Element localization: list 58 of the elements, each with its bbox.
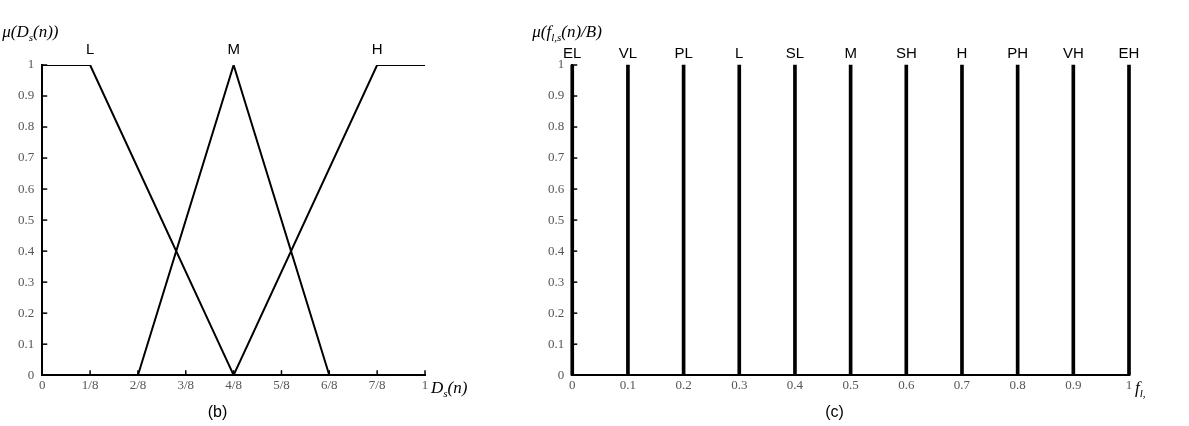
x-tick-label: 5/8 [273,377,290,393]
annotation: VL [618,43,638,61]
annotation: EL [563,43,582,61]
y-tick-label: 0.1 [18,335,35,351]
x-tick-label: 0.5 [842,377,859,393]
text: (c) [825,402,844,420]
y-tick-label: 0.3 [548,273,565,289]
y-tick-label: 0.1 [548,335,565,351]
annotation: H [956,43,968,61]
y-tick-label: 0 [27,366,35,382]
annotation: PL [674,43,693,61]
y-tick-label: 1 [27,56,35,72]
x-tick-label: 6/8 [321,377,338,393]
y-tick-label: 0.4 [18,242,35,258]
annotation: PH [1007,43,1029,61]
x-tick-label: 0.3 [731,377,748,393]
annotation: SL [785,43,805,61]
y-tick-label: 0.6 [18,180,35,196]
x-tick-label: 0.6 [898,377,915,393]
y-tick-label: 0.3 [18,273,35,289]
y-tick-label: 0 [557,366,565,382]
x-tick-label: 0 [39,377,46,393]
y-tick-label: 0.9 [548,87,565,103]
x-tick-label: 2/8 [129,377,147,393]
series-label: L [85,39,95,57]
annotation: SH [895,43,917,61]
x-tick-label: 0.9 [1065,377,1082,393]
x-tick-label: 0.2 [675,377,692,393]
text: (b) [207,402,228,420]
x-tick-label: 0.1 [619,377,637,393]
x-tick-label: 0.4 [786,377,804,393]
y-tick-label: 0.6 [548,180,565,196]
y-tick-label: 0.2 [548,304,565,320]
x-tick-label: 7/8 [368,377,386,393]
y-tick-label: 0.9 [18,87,35,103]
y-tick-label: 0.4 [548,242,565,258]
x-tick-label: 4/8 [225,377,242,393]
x-tick-label: 1 [421,377,429,393]
annotation: M [844,43,857,61]
series-label: H [371,39,383,57]
y-tick-label: 0.8 [548,118,565,134]
series-label: M [227,39,240,57]
annotation: EH [1118,43,1140,61]
x-tick-label: 1/8 [81,377,99,393]
y-tick-label: 0.7 [18,149,35,165]
annotation: L [735,43,744,61]
y-tick-label: 0.7 [548,149,565,165]
y-tick-label: 0.8 [18,118,35,134]
x-tick-label: 0.7 [953,377,971,393]
y-tick-label: 0.5 [18,211,35,227]
x-tick-label: 0.8 [1009,377,1026,393]
x-tick-label: 1 [1125,377,1133,393]
x-tick-label: 0 [569,377,576,393]
y-tick-label: 0.2 [18,304,35,320]
x-tick-label: 3/8 [177,377,195,393]
y-tick-label: 1 [557,56,565,72]
y-tick-label: 0.5 [548,211,565,227]
annotation: VH [1062,43,1084,61]
